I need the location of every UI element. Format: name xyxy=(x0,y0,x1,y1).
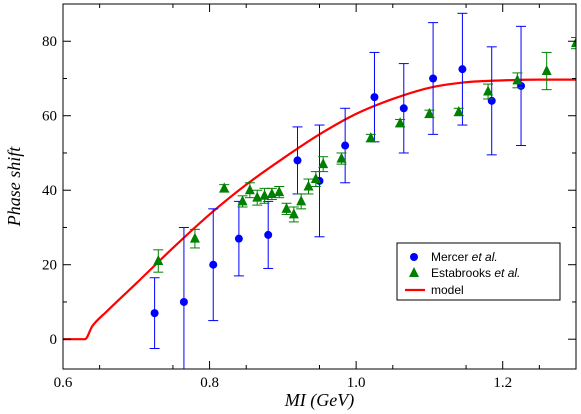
mercer-point xyxy=(179,297,188,306)
estabrooks-series xyxy=(153,37,576,273)
model-curve xyxy=(63,78,576,341)
estabrooks-point xyxy=(424,107,435,118)
legend: Mercer et al.Estabrooks et al.model xyxy=(396,242,561,301)
estabrooks-point xyxy=(571,37,576,48)
legend-mercer-label: Mercer et al. xyxy=(431,250,498,264)
legend-estabrooks-label: Estabrooks et al. xyxy=(431,266,520,280)
mercer-point xyxy=(429,74,438,83)
mercer-point xyxy=(234,234,243,243)
y-axis-title: Phase shift xyxy=(4,146,24,227)
x-axis-title: MI (GeV) xyxy=(284,390,354,411)
mercer-point xyxy=(293,156,302,165)
estabrooks-point xyxy=(189,232,200,243)
legend-estabrooks-name: Estabrooks xyxy=(431,266,494,280)
estabrooks-point xyxy=(244,184,255,195)
estabrooks-point xyxy=(274,186,285,197)
y-tick-label: 60 xyxy=(42,109,57,125)
mercer-point xyxy=(150,309,159,318)
estabrooks-point xyxy=(252,191,263,202)
mercer-point xyxy=(399,104,408,113)
model-curve-layer xyxy=(63,78,576,341)
estabrooks-point xyxy=(288,208,299,219)
mercer-point xyxy=(487,96,496,105)
x-tick-label: 1.2 xyxy=(493,375,512,391)
mercer-point xyxy=(264,230,273,239)
mercer-point xyxy=(458,65,467,74)
estabrooks-point xyxy=(318,158,329,169)
mercer-point xyxy=(370,93,379,102)
legend-estabrooks-etal: et al. xyxy=(494,266,520,280)
estabrooks-point xyxy=(395,117,406,128)
mercer-point xyxy=(209,260,218,269)
x-tick-label: 1.0 xyxy=(347,375,366,391)
legend-model-label: model xyxy=(431,283,464,297)
estabrooks-point xyxy=(259,189,270,200)
legend-estabrooks-symbol xyxy=(409,267,419,277)
estabrooks-point xyxy=(483,85,494,96)
estabrooks-point xyxy=(310,173,321,184)
estabrooks-point xyxy=(512,74,523,85)
legend-items: Mercer et al.Estabrooks et al.model xyxy=(405,250,520,297)
estabrooks-point xyxy=(237,195,248,206)
estabrooks-point xyxy=(541,65,552,76)
data-series-layer xyxy=(149,12,576,369)
x-tick-label: 0.8 xyxy=(200,375,219,391)
estabrooks-point xyxy=(453,106,464,117)
mercer-series xyxy=(149,12,527,369)
legend-mercer-name: Mercer xyxy=(431,250,472,264)
estabrooks-point xyxy=(336,152,347,163)
x-tick-label: 0.6 xyxy=(54,375,73,391)
estabrooks-point xyxy=(296,195,307,206)
y-tick-label: 20 xyxy=(42,258,57,274)
estabrooks-point xyxy=(266,187,277,198)
estabrooks-point xyxy=(153,254,164,265)
y-tick-label: 40 xyxy=(42,183,57,199)
y-tick-label: 80 xyxy=(42,34,57,50)
estabrooks-point xyxy=(303,180,314,191)
estabrooks-point xyxy=(281,202,292,213)
axis-ticks: 0.6 0.8 1.0 1.2 0 20 40 60 80 xyxy=(42,4,576,391)
mercer-point xyxy=(341,141,350,150)
legend-mercer-symbol xyxy=(410,253,418,261)
estabrooks-point xyxy=(219,182,230,193)
estabrooks-point xyxy=(365,132,376,143)
y-tick-label: 0 xyxy=(50,332,58,348)
legend-mercer-etal: et al. xyxy=(472,250,498,264)
